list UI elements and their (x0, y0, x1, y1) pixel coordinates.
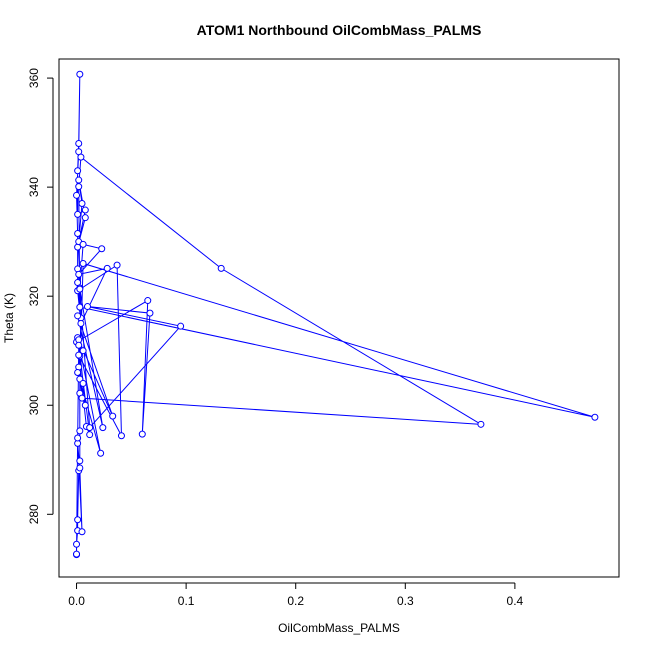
data-point (217, 264, 225, 272)
data-point (79, 379, 87, 387)
data-point (83, 303, 91, 311)
data-point (99, 424, 107, 432)
data-point (75, 176, 83, 184)
data-point (76, 70, 84, 78)
data-point (74, 312, 82, 320)
x-tick-label: 0.2 (287, 594, 304, 608)
x-axis-label: OilCombMass_PALMS (278, 621, 400, 635)
data-point (77, 319, 85, 327)
data-point (75, 270, 83, 278)
y-tick-label: 360 (27, 68, 41, 88)
data-point (76, 427, 84, 435)
data-point (81, 214, 89, 222)
data-point (86, 424, 94, 432)
data-point (78, 199, 86, 207)
series-line (75, 74, 596, 555)
data-point (76, 464, 84, 472)
y-tick-label: 280 (27, 504, 41, 524)
y-axis: 280 300 320 340 360 (27, 68, 54, 524)
data-point (477, 420, 485, 428)
data-point (81, 401, 89, 409)
y-tick-label: 320 (27, 286, 41, 306)
data-point (78, 394, 86, 402)
data-point (113, 261, 121, 269)
data-point (74, 369, 82, 377)
data-point (78, 528, 86, 536)
data-point (97, 449, 105, 457)
data-point (74, 167, 82, 175)
data-point (79, 259, 87, 267)
data-point (177, 322, 185, 330)
data-point (74, 210, 82, 218)
x-tick-label: 0.3 (397, 594, 414, 608)
data-point (73, 191, 81, 199)
data-point (146, 309, 154, 317)
x-tick-label: 0.4 (507, 594, 524, 608)
data-point (74, 516, 82, 524)
data-point (73, 540, 81, 548)
data-point (117, 432, 125, 440)
data-series (73, 70, 599, 559)
data-point (138, 430, 146, 438)
data-point (75, 183, 83, 191)
x-tick-label: 0.0 (68, 594, 85, 608)
x-tick-label: 0.1 (178, 594, 195, 608)
data-point (79, 240, 87, 248)
y-axis-label: Theta (K) (2, 293, 16, 343)
data-point (109, 412, 117, 420)
data-point (74, 434, 82, 442)
data-point (79, 347, 87, 355)
data-point (75, 351, 83, 359)
data-point (86, 431, 94, 439)
data-point (591, 413, 599, 421)
data-point (77, 153, 85, 161)
data-point (98, 245, 106, 253)
data-point (73, 550, 81, 558)
data-point (74, 229, 82, 237)
data-point (75, 341, 83, 349)
data-point (76, 285, 84, 293)
y-tick-label: 340 (27, 177, 41, 197)
data-point (76, 457, 84, 465)
data-point (103, 264, 111, 272)
data-point (75, 140, 83, 148)
plot-frame (58, 58, 620, 578)
y-tick-label: 300 (27, 395, 41, 415)
chart-title: ATOM1 Northbound OilCombMass_PALMS (197, 22, 482, 38)
data-point (144, 297, 152, 305)
x-axis: 0.0 0.1 0.2 0.3 0.4 (68, 582, 524, 608)
data-point (76, 303, 84, 311)
data-point (81, 206, 89, 214)
